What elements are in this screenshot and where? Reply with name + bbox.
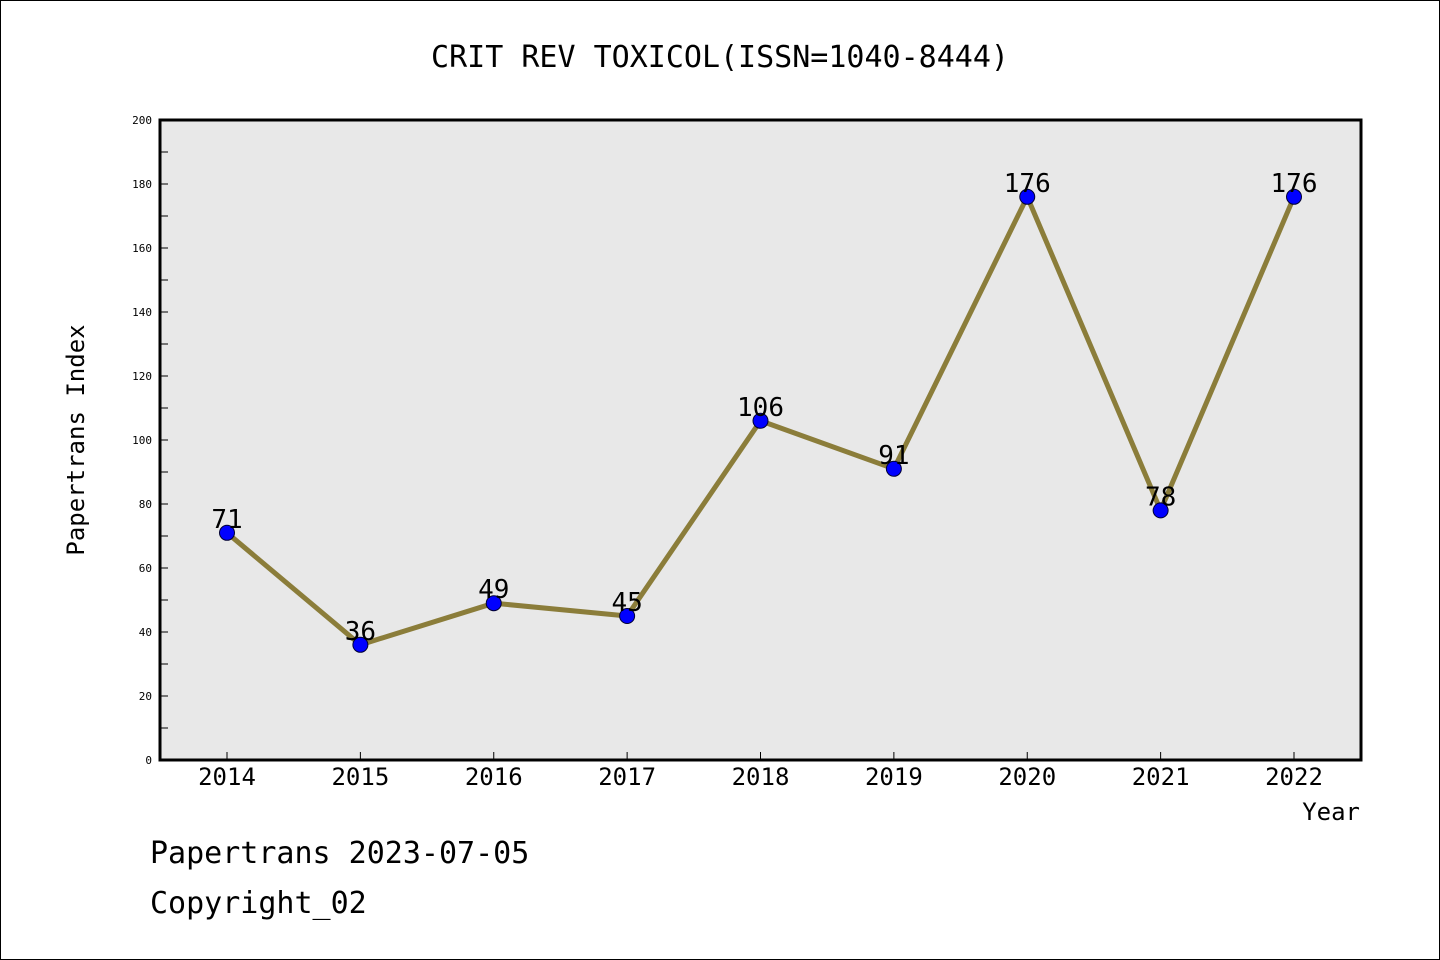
x-axis-label: Year (1302, 798, 1360, 826)
y-tick-label: 180 (132, 178, 152, 191)
x-axis: 2014 2015 2016 2017 2018 2019 2020 2021 2022 (198, 752, 1323, 791)
data-label: 71 (211, 505, 242, 535)
x-tick-label: 2014 (198, 763, 256, 791)
data-label: 36 (345, 617, 376, 647)
y-axis-label: Papertrans Index (62, 324, 90, 555)
data-point (619, 608, 636, 624)
x-tick-label: 2020 (998, 763, 1056, 791)
x-tick-label: 2021 (1132, 763, 1190, 791)
x-tick-label: 2017 (598, 763, 656, 791)
data-label: 49 (478, 575, 509, 605)
y-tick-label: 60 (139, 562, 152, 575)
y-tick-label: 200 (132, 114, 152, 127)
y-tick-label: 20 (139, 690, 152, 703)
y-tick-label: 80 (139, 498, 152, 511)
y-tick-label: 0 (145, 754, 152, 767)
data-point (885, 460, 902, 477)
data-label: 45 (611, 588, 642, 618)
y-tick-label: 120 (132, 370, 152, 383)
y-tick-label: 140 (132, 306, 152, 319)
data-label: 176 (1004, 169, 1051, 199)
data-point (1286, 188, 1302, 205)
data-label: 91 (878, 441, 909, 471)
data-point (219, 524, 235, 541)
data-labels: 71 36 49 45 106 91 176 78 176 (211, 169, 1317, 647)
x-tick-label: 2019 (865, 763, 923, 791)
y-tick-label: 40 (139, 626, 152, 639)
x-tick-label: 2018 (732, 763, 790, 791)
data-point (752, 412, 769, 429)
series-markers (219, 188, 1302, 653)
data-point (485, 595, 502, 612)
footer-date: Papertrans 2023-07-05 (150, 836, 529, 871)
data-label: 78 (1145, 482, 1176, 512)
y-tick-label: 100 (132, 434, 152, 447)
plot-area (158, 118, 1363, 762)
y-axis: 0 20 40 60 80 100 120 140 160 180 200 (132, 114, 168, 767)
data-point (1019, 188, 1036, 205)
footer-copyright: Copyright_02 (150, 886, 367, 921)
x-tick-label: 2016 (465, 763, 523, 791)
chart-title: CRIT REV TOXICOL(ISSN=1040-8444) (431, 40, 1009, 75)
y-tick-label: 160 (132, 242, 152, 255)
data-label: 106 (737, 393, 784, 423)
data-label: 176 (1271, 169, 1318, 199)
data-point (352, 636, 369, 653)
x-tick-label: 2022 (1265, 763, 1323, 791)
x-tick-label: 2015 (331, 763, 389, 791)
data-point (1152, 502, 1169, 519)
